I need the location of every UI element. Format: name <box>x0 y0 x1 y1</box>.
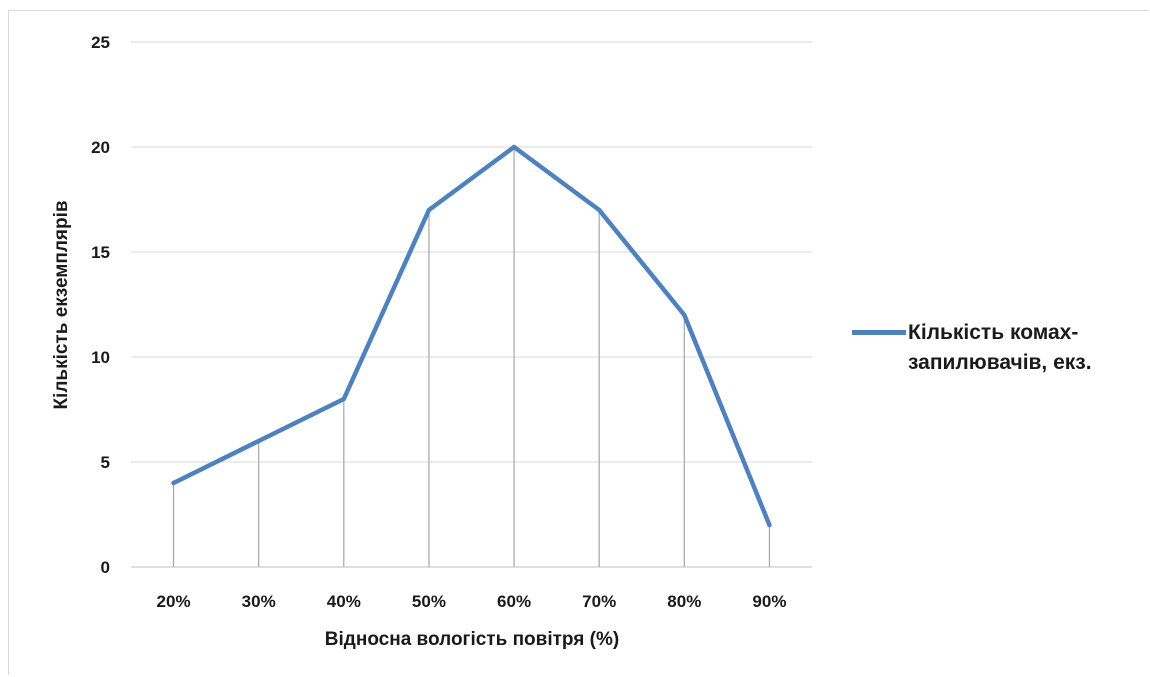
x-tick-labels: 20% 30% 40% 50% 60% 70% 80% 90% <box>157 592 787 611</box>
y-axis-title: Кількість екземплярів <box>51 200 72 409</box>
data-point-90% <box>767 522 772 528</box>
data-point-50% <box>426 207 432 213</box>
chart-frame <box>8 10 1148 675</box>
x-tick-80%: 80% <box>667 592 701 611</box>
y-tick-15: 15 <box>91 243 110 262</box>
y-tick-0: 0 <box>101 558 110 577</box>
x-axis-title: Відносна вологість повітря (%) <box>325 629 619 650</box>
x-tick-20%: 20% <box>157 592 191 611</box>
legend-entry-label: Кількість комах-запилювачів, екз. <box>908 321 1092 374</box>
drop-lines <box>172 147 771 567</box>
x-tick-30%: 30% <box>242 592 276 611</box>
data-point-30% <box>256 438 261 444</box>
y-tick-25: 25 <box>91 33 110 52</box>
y-tick-20: 20 <box>91 138 110 157</box>
y-tick-labels: 0 5 10 15 20 25 <box>91 33 110 577</box>
data-point-70% <box>596 207 602 213</box>
gridlines <box>131 41 812 568</box>
series-layer <box>171 144 772 528</box>
x-tick-70%: 70% <box>582 592 616 611</box>
data-point-60% <box>511 144 517 150</box>
x-tick-60%: 60% <box>497 592 531 611</box>
data-point-20% <box>171 480 176 486</box>
x-tick-50%: 50% <box>412 592 446 611</box>
y-tick-5: 5 <box>101 453 110 472</box>
data-point-40% <box>341 396 347 402</box>
data-point-80% <box>682 312 687 318</box>
y-tick-10: 10 <box>91 348 110 367</box>
x-tick-40%: 40% <box>327 592 361 611</box>
series-line <box>171 144 772 528</box>
legend-swatch <box>852 330 906 335</box>
x-tick-90%: 90% <box>752 592 786 611</box>
